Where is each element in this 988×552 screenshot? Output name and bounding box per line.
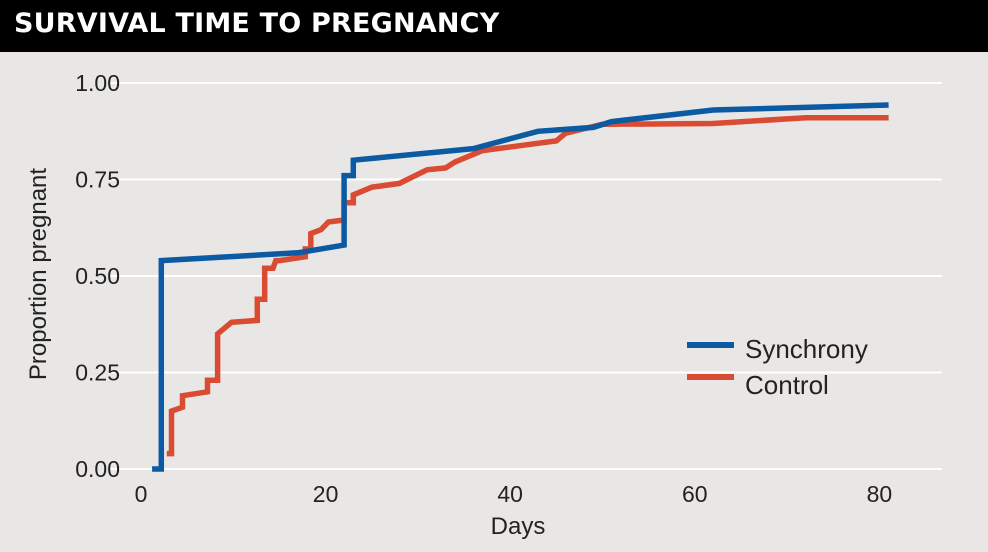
y-tick-labels: 0.00 0.25 0.50 0.75 1.00 <box>75 70 120 482</box>
y-tick-label: 1.00 <box>75 70 120 96</box>
gridlines <box>108 82 942 470</box>
x-axis-label: Days <box>491 513 546 540</box>
y-tick-label: 0.00 <box>75 456 120 482</box>
x-tick-label: 20 <box>313 481 339 507</box>
x-tick-label: 0 <box>135 481 148 507</box>
series-line-control <box>166 114 889 457</box>
legend: Synchrony Control <box>687 334 868 400</box>
series-lines <box>152 102 889 472</box>
x-tick-labels: 0 20 40 60 80 <box>135 481 893 507</box>
y-tick-label: 0.75 <box>75 167 120 193</box>
y-tick-label: 0.50 <box>75 263 120 289</box>
x-tick-label: 40 <box>497 481 523 507</box>
x-tick-label: 80 <box>867 481 893 507</box>
legend-label-synchrony: Synchrony <box>745 334 868 364</box>
y-tick-label: 0.25 <box>75 360 120 386</box>
x-tick-label: 60 <box>682 481 708 507</box>
legend-label-control: Control <box>745 370 829 400</box>
y-axis-label: Proportion pregnant <box>25 168 52 380</box>
series-line-synchrony <box>152 102 889 472</box>
title-bar: SURVIVAL TIME TO PREGNANCY <box>0 0 988 52</box>
chart-title: SURVIVAL TIME TO PREGNANCY <box>14 8 500 39</box>
